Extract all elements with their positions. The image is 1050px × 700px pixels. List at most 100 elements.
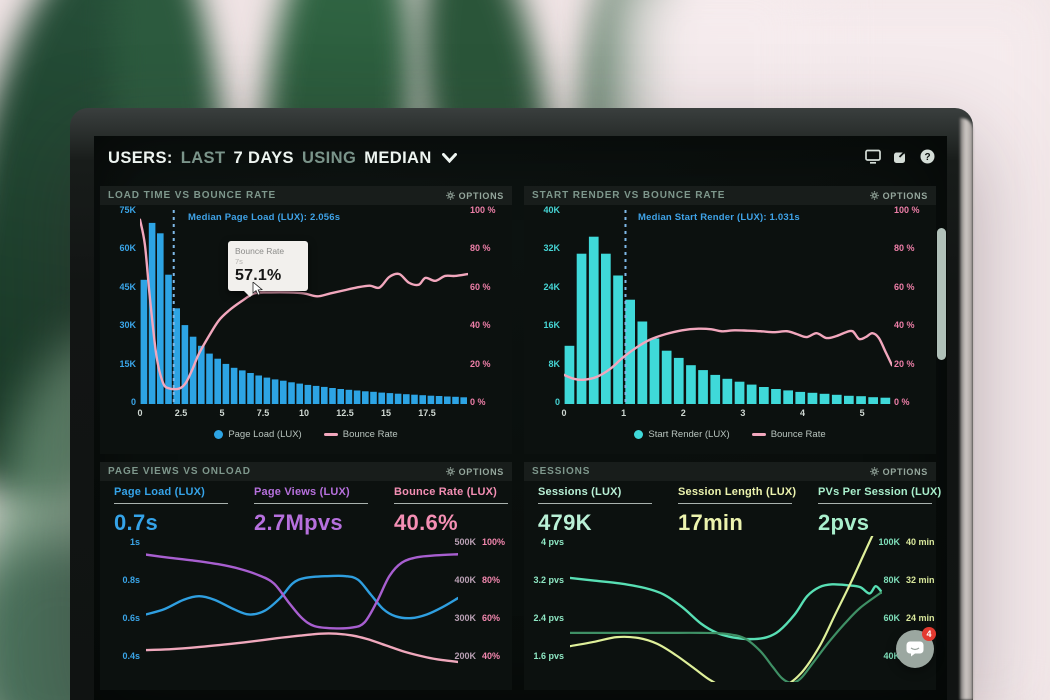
bar bbox=[880, 397, 891, 404]
options-button[interactable]: OPTIONS bbox=[869, 467, 928, 477]
options-button[interactable]: OPTIONS bbox=[869, 191, 928, 201]
options-button[interactable]: OPTIONS bbox=[445, 191, 504, 201]
bar bbox=[460, 397, 467, 404]
bar bbox=[222, 363, 230, 404]
bar bbox=[403, 394, 410, 404]
chat-bubble-icon bbox=[906, 641, 924, 657]
axis-tick-row: 40K bbox=[872, 651, 906, 661]
y-axis-right: 100K 40 min 80K 32 min 60K 24 min 40K bbox=[872, 536, 936, 682]
axis-tick-label: 4 pvs bbox=[540, 537, 564, 547]
bar-line-svg bbox=[140, 210, 468, 404]
panel-title: PAGE VIEWS VS ONLOAD bbox=[108, 466, 251, 477]
header-users-label: USERS: bbox=[108, 148, 173, 167]
header-days-label: 7 DAYS bbox=[233, 148, 294, 167]
bar bbox=[427, 395, 435, 404]
axis-tick-label: 40% bbox=[482, 651, 501, 661]
axis-tick-row: 300K 60% bbox=[448, 613, 500, 623]
axis-tick-label: 20 % bbox=[470, 358, 491, 369]
chat-bubble-button[interactable]: 4 bbox=[896, 627, 936, 668]
metric-block: Page Load (LUX) 0.7s bbox=[114, 486, 254, 536]
axis-tick-label: 100 % bbox=[894, 205, 920, 215]
bar bbox=[710, 374, 721, 404]
x-tick-label: 12.5 bbox=[336, 408, 354, 418]
legend-item[interactable]: Bounce Rate bbox=[323, 429, 398, 440]
bar bbox=[637, 321, 648, 404]
bar bbox=[157, 233, 164, 404]
chart-legend: Page Load (LUX) Bounce Rate bbox=[100, 429, 512, 440]
y-axis-left: 1s 0.8s 0.6s 0.4s bbox=[102, 536, 142, 682]
x-axis: 0 2.5 5 7.5 10 12.5 15 17.5 bbox=[137, 408, 468, 420]
bar bbox=[255, 375, 262, 404]
export-icon[interactable] bbox=[893, 149, 908, 164]
multi-line-chart bbox=[570, 536, 882, 682]
axis-tick-label: 24 min bbox=[906, 613, 935, 623]
gear-icon bbox=[869, 191, 879, 200]
metric-row: Page Load (LUX) 0.7s Page Views (LUX) 2.7Mp… bbox=[114, 486, 534, 536]
axis-tick-label: 0 bbox=[130, 396, 136, 407]
display-icon[interactable] bbox=[865, 149, 881, 164]
metric-block: Session Length (LUX) 17min bbox=[678, 486, 818, 536]
bar bbox=[819, 393, 830, 404]
axis-tick-label: 500K bbox=[454, 537, 476, 547]
users-range-dropdown[interactable]: USERS: LAST 7 DAYS USING MEDIAN bbox=[108, 145, 457, 171]
axis-tick-label: 100K bbox=[878, 537, 900, 547]
y-axis-right: 100 % 80 % 60 % 40 % 20 % 0 % bbox=[470, 205, 510, 407]
panel-page-views-vs-onload: PAGE VIEWS VS ONLOAD OPTIONS Page Load (… bbox=[100, 462, 512, 690]
scrollbar-thumb[interactable] bbox=[937, 228, 946, 360]
bar bbox=[807, 392, 818, 404]
axis-tick-label: 100 % bbox=[470, 205, 496, 215]
bar bbox=[686, 365, 696, 404]
axis-tick-row: 200K 40% bbox=[448, 651, 500, 661]
axis-tick-label: 60 % bbox=[894, 281, 915, 292]
bar bbox=[321, 386, 328, 404]
axis-tick-label: 40 min bbox=[906, 537, 935, 547]
bar bbox=[304, 384, 312, 404]
legend-label: Page Load (LUX) bbox=[228, 429, 302, 440]
multi-line-svg bbox=[146, 553, 458, 664]
metric-underline bbox=[678, 503, 792, 504]
metric-block: Sessions (LUX) 479K bbox=[538, 486, 678, 536]
y-axis-right: 500K 100% 400K 80% 300K 60% 200K 40% bbox=[448, 536, 512, 682]
metric-underline bbox=[254, 503, 368, 504]
bar bbox=[378, 392, 385, 404]
bar bbox=[661, 350, 672, 404]
legend-item[interactable]: Start Render (LUX) bbox=[634, 429, 730, 440]
bar bbox=[288, 382, 295, 404]
metric-value: 479K bbox=[538, 510, 592, 535]
bar bbox=[198, 345, 205, 404]
panel-title: START RENDER VS BOUNCE RATE bbox=[532, 190, 726, 201]
axis-tick-label: 0 % bbox=[470, 396, 486, 407]
dashboard-screen: USERS: LAST 7 DAYS USING MEDIAN ? bbox=[94, 136, 947, 700]
bar bbox=[856, 396, 866, 404]
bar bbox=[783, 390, 793, 404]
axis-tick-label: 3.2 pvs bbox=[533, 575, 564, 585]
bar bbox=[419, 395, 426, 404]
help-icon[interactable]: ? bbox=[920, 149, 935, 164]
bar bbox=[698, 370, 708, 404]
metric-label: Page Load (LUX) bbox=[114, 486, 206, 498]
axis-tick-label: 32 min bbox=[906, 575, 935, 585]
axis-tick-label: 1s bbox=[129, 537, 140, 547]
tooltip-series: Bounce Rate bbox=[235, 246, 285, 256]
bar bbox=[165, 274, 172, 404]
bar-line-chart bbox=[140, 210, 468, 404]
x-tick-label: 5 bbox=[219, 408, 225, 418]
bar bbox=[312, 385, 320, 404]
bar bbox=[140, 279, 148, 404]
panel-header: START RENDER VS BOUNCE RATE OPTIONS bbox=[524, 186, 936, 205]
legend-item[interactable]: Bounce Rate bbox=[751, 429, 826, 440]
bar bbox=[173, 308, 180, 404]
legend-item[interactable]: Page Load (LUX) bbox=[214, 429, 302, 440]
bar bbox=[673, 357, 684, 404]
bar bbox=[337, 389, 344, 404]
axis-tick-label: 1.6 pvs bbox=[533, 651, 564, 661]
panel-sessions: SESSIONS OPTIONS Sessions (LUX) 479K Sessi… bbox=[524, 462, 941, 690]
bar-line-svg bbox=[564, 210, 892, 404]
options-button[interactable]: OPTIONS bbox=[445, 467, 504, 477]
legend-marker-dot bbox=[214, 430, 224, 439]
bar bbox=[588, 236, 599, 404]
metric-label: Session Length (LUX) bbox=[678, 486, 797, 498]
axis-tick-label: 80 % bbox=[894, 243, 915, 254]
chart-legend: Start Render (LUX) Bounce Rate bbox=[524, 429, 936, 440]
tooltip-x-value: 7s bbox=[235, 257, 243, 266]
